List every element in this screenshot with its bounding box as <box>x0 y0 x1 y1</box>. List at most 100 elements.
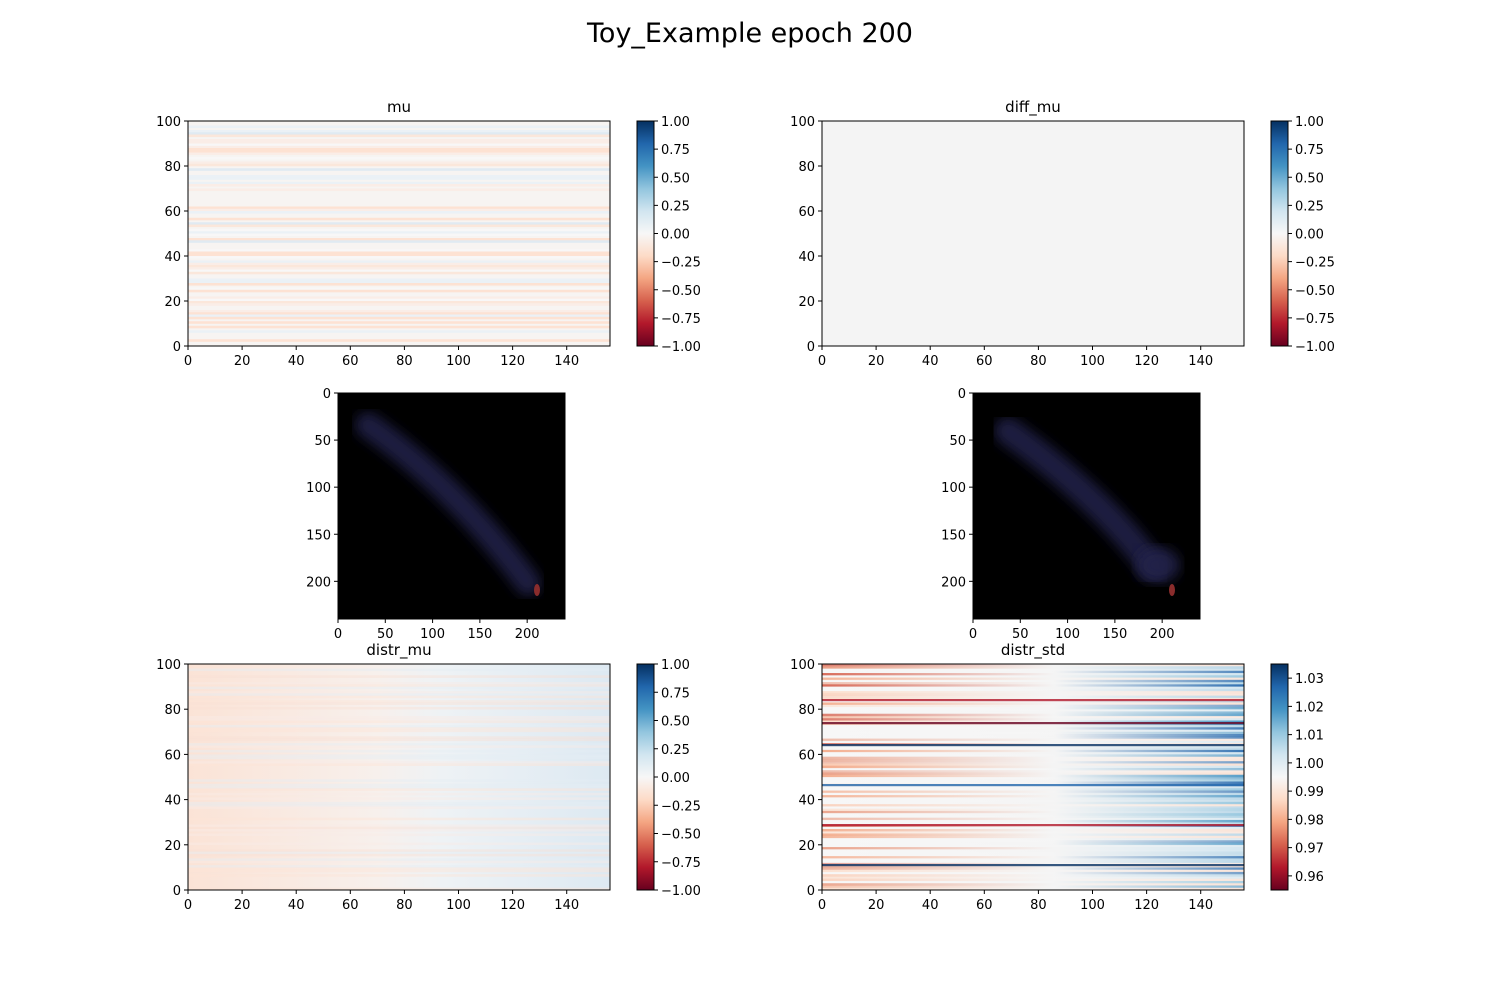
image-right-xtick-label: 150 <box>1102 627 1127 642</box>
distr-std-colorbar-tick-label: 0.99 <box>1295 785 1324 800</box>
distr-mu-stripe <box>188 786 610 789</box>
image-left-ytick-label: 150 <box>306 528 331 543</box>
distr-std-stripe <box>822 699 1244 702</box>
distr-mu-stripe <box>188 725 610 728</box>
mu-stripe <box>188 339 610 342</box>
mu-stripe <box>188 269 610 273</box>
distr-mu-xtick-label: 20 <box>234 898 251 913</box>
distr-mu-stripe <box>188 828 610 832</box>
distr-std-stripe <box>822 761 1244 764</box>
panel-title-diff-mu: diff_mu <box>1005 98 1061 117</box>
image-left-ytick-label: 50 <box>314 434 331 449</box>
distr-mu-colorbar-tick-label: 1.00 <box>661 658 690 673</box>
diff-mu-colorbar-tick-label: 0.75 <box>1295 143 1324 158</box>
image-right-ytick-label: 150 <box>941 528 966 543</box>
distr-std-stripe <box>822 713 1244 717</box>
distr-mu-stripe <box>188 668 610 672</box>
image-right-ytick-label: 100 <box>941 481 966 496</box>
mu-stripe <box>188 271 610 275</box>
distr-mu-stripe <box>188 853 610 857</box>
distr-std-stripe <box>822 878 1244 882</box>
distr-std-stripe <box>822 772 1244 776</box>
panel-image-left: 0 50 100 150 200 0 50 100 150 200 <box>306 387 566 642</box>
distr-std-stripe <box>822 756 1244 760</box>
axes-frame-distr-mu <box>187 663 611 891</box>
distr-std-stripe <box>822 702 1244 705</box>
mu-stripe <box>188 303 610 306</box>
panel-distr-mu: distr_mu 0 20 40 60 80 100 120 140020406080100 … <box>156 641 701 913</box>
axes-frame-distr-std <box>821 663 1245 891</box>
mu-colorbar-tick-label: 0.50 <box>661 171 690 186</box>
panel-image-right: 0 50 100 150 200 0 50 100 150 200 <box>941 387 1201 642</box>
distr-std-stripe <box>822 835 1244 839</box>
distr-mu-stripe <box>188 842 610 846</box>
distr-std-xtick-label: 60 <box>976 898 993 913</box>
distr-mu-stripe <box>188 691 610 694</box>
diff-mu-ytick-label: 100 <box>790 115 815 130</box>
trail-left <box>355 412 541 596</box>
distr-std-stripe <box>822 758 1244 762</box>
mu-stripe <box>188 134 610 138</box>
mu-stripe <box>188 287 610 291</box>
distr-std-stripe <box>822 666 1244 669</box>
distr-std-stripe <box>822 887 1244 890</box>
axes-frame-mu <box>187 120 611 347</box>
distr-std-stripe <box>822 806 1244 809</box>
distr-std-stripe <box>822 727 1244 730</box>
distr-std-stripe <box>822 684 1244 687</box>
figure-title: Toy_Example epoch 200 <box>586 18 913 49</box>
distr-mu-colorbar-tick-label: 0.00 <box>661 771 690 786</box>
distr-std-stripe <box>822 682 1244 685</box>
mu-stripe <box>188 325 610 329</box>
distr-std-stripe <box>822 871 1244 875</box>
distr-mu-stripe <box>188 804 610 807</box>
colorbar-diff-mu <box>1270 120 1289 347</box>
mu-colorbar-tick-label: 0.75 <box>661 143 690 158</box>
distr-mu-stripe <box>188 754 610 757</box>
distr-std-stripe <box>822 867 1244 870</box>
mu-stripe <box>188 289 610 293</box>
mu-ytick-label: 40 <box>164 250 181 265</box>
distr-std-stripe <box>822 851 1244 855</box>
mu-stripe <box>188 283 610 286</box>
distr-mu-ytick-label: 20 <box>164 839 181 854</box>
distr-std-stripe <box>822 715 1244 719</box>
diff-mu-colorbar-tick-label: 1.00 <box>1295 115 1324 130</box>
distr-std-stripe <box>822 838 1244 841</box>
distr-mu-stripe <box>188 849 610 852</box>
diff-mu-colorbar-tick-label: −0.25 <box>1295 256 1335 271</box>
distr-std-stripe <box>822 869 1244 873</box>
diff-mu-ytick-label: 60 <box>798 205 815 220</box>
distr-std-stripe <box>822 664 1244 667</box>
distr-std-stripe <box>822 734 1244 737</box>
mu-stripe <box>188 143 610 147</box>
distr-mu-stripe <box>188 729 610 733</box>
distr-mu-colorbar-tick-label: 0.25 <box>661 743 690 758</box>
mu-colorbar-tick-label: 0.25 <box>661 199 690 214</box>
mu-xtick-label: 80 <box>396 354 413 369</box>
mu-ytick-label: 100 <box>156 115 181 130</box>
mu-colorbar-tick-label: 0.00 <box>661 228 690 243</box>
mu-ytick-label: 80 <box>164 160 181 175</box>
distr-mu-stripe <box>188 743 610 746</box>
image-left-xtick-label: 150 <box>467 627 492 642</box>
distr-std-xtick-label: 40 <box>922 898 939 913</box>
diff-mu-colorbar-tick-label: 0.50 <box>1295 171 1324 186</box>
mu-stripe <box>188 184 610 187</box>
mu-stripe <box>188 175 610 178</box>
distr-std-stripe <box>822 828 1244 832</box>
mu-stripe <box>188 224 610 228</box>
mu-stripe <box>188 181 610 185</box>
mu-stripe <box>188 278 610 282</box>
mu-stripe <box>188 233 610 237</box>
distr-std-stripe <box>822 777 1244 780</box>
distr-std-stripe <box>822 813 1244 816</box>
distr-mu-ytick-label: 0 <box>173 884 181 899</box>
distr-std-stripe <box>822 675 1244 678</box>
diff-mu-ytick-label: 40 <box>798 250 815 265</box>
distr-std-xtick-label: 100 <box>1080 898 1105 913</box>
distr-std-stripe <box>822 711 1244 715</box>
mu-stripe <box>188 231 610 234</box>
heatmap-mu <box>188 121 610 346</box>
mu-stripe <box>188 161 610 165</box>
